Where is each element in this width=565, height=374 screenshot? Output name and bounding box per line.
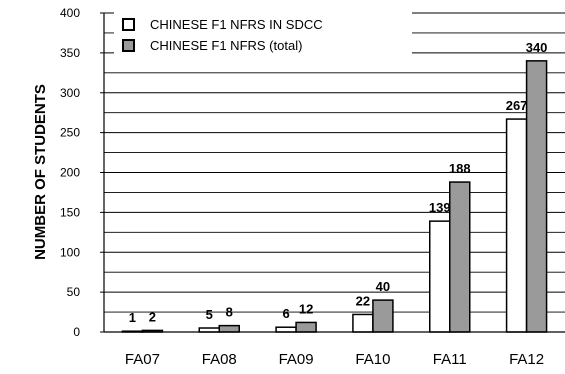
data-label-sdcc-fa11: 139 [429,200,451,215]
legend-label-sdcc: CHINESE F1 NFRS IN SDCC [150,17,323,32]
data-label-total-fa09: 12 [299,301,313,316]
axes [103,13,565,333]
legend-swatch-total [122,39,135,52]
y-tick-label: 50 [67,285,81,299]
data-label-total-fa10: 40 [376,279,390,294]
data-label-total-fa11: 188 [449,161,471,176]
data-label-sdcc-fa10: 22 [356,293,370,308]
data-label-sdcc-fa12: 267 [506,98,528,113]
x-tick-label: FA09 [279,351,314,368]
bar-sdcc-fa09 [275,326,297,333]
y-tick-label: 400 [60,6,80,20]
bar-sdcc-fa11 [429,220,451,333]
y-tick-label: 200 [60,166,80,180]
bars [121,60,548,333]
data-label-total-fa08: 8 [226,305,233,320]
legend-label-total: CHINESE F1 NFRS (total) [150,38,302,53]
x-tick-label: FA07 [125,351,160,368]
y-axis-label: NUMBER OF STUDENTS [32,84,49,260]
data-label-total-fa07: 2 [149,309,156,324]
x-tick-label: FA11 [433,351,467,368]
gridlines [104,12,565,333]
bar-total-fa11 [449,181,471,333]
data-label-sdcc-fa09: 6 [282,306,289,321]
y-tick-label: 150 [60,205,80,219]
bar-sdcc-fa12 [505,118,528,333]
bar-sdcc-fa10 [352,313,374,333]
legend-swatch-sdcc [122,18,135,31]
x-tick-label: FA12 [509,351,544,368]
data-label-sdcc-fa07: 1 [129,310,136,325]
y-tick-label: 350 [60,46,80,60]
bar-total-fa08 [218,324,240,333]
bar-total-fa10 [372,299,394,333]
y-tick-label: 0 [73,325,80,339]
x-tick-label: FA08 [202,351,237,368]
bar-total-fa09 [295,321,317,333]
x-axis-ticks: FA07 FA08 FA09 FA10 FA11 FA12 [125,351,544,368]
data-label-sdcc-fa08: 5 [206,307,213,322]
legend: CHINESE F1 NFRS IN SDCC CHINESE F1 NFRS … [114,10,412,58]
y-tick-label: 300 [60,86,80,100]
data-label-total-fa12: 340 [526,40,548,55]
y-tick-label: 250 [60,126,80,140]
y-tick-label: 100 [60,245,80,259]
y-axis-ticks: 0 50 100 150 200 250 300 350 400 [60,6,104,339]
x-tick-label: FA10 [355,351,390,368]
bar-total-fa12 [525,60,548,333]
legend-background [114,10,412,58]
